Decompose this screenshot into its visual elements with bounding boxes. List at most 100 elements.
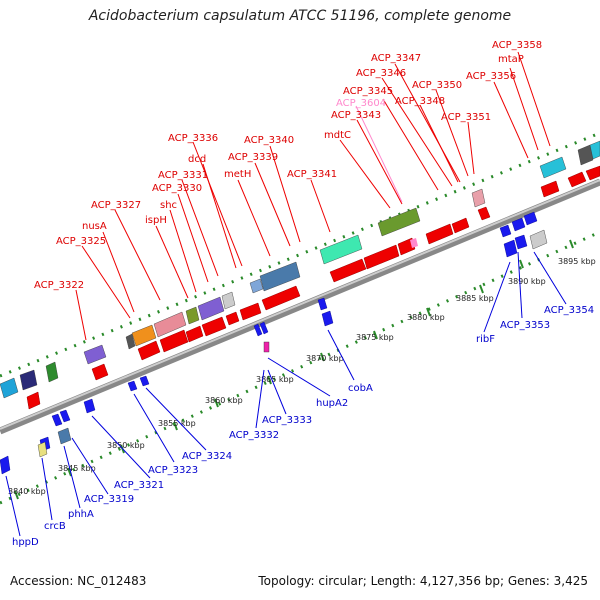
gene-label: ACP_3330	[152, 183, 202, 194]
gene-label: ACP_3322	[34, 280, 84, 291]
kbp-label: 3875 kbp	[356, 333, 394, 342]
forward-gene	[540, 180, 560, 198]
gene-label: ACP_3358	[492, 40, 542, 51]
gene-label: phhA	[68, 509, 94, 520]
gene-label: ACP_3327	[91, 200, 141, 211]
gene-label: ACP_3350	[412, 80, 462, 91]
gene-label: mdtC	[324, 130, 351, 141]
gene-label: ACP_3340	[244, 135, 294, 146]
gene-label: hppD	[12, 537, 39, 548]
kbp-label: 3890 kbp	[508, 277, 546, 286]
kbp-label: 3895 kbp	[558, 257, 596, 266]
gene-label: ribF	[476, 334, 495, 345]
genome-backbone	[0, 178, 600, 435]
reverse-gene	[511, 217, 526, 232]
reverse-gene	[83, 398, 96, 414]
forward-gene	[239, 302, 262, 321]
gene-label: ACP_3336	[168, 133, 218, 144]
forward-gene	[201, 316, 227, 337]
gene-label: ACP_3346	[356, 68, 406, 79]
kbp-label: 3885 kbp	[456, 294, 494, 303]
reverse-gene	[317, 297, 328, 311]
gene-label: ACP_3348	[395, 96, 445, 107]
gene-label: ACP_3323	[148, 465, 198, 476]
gene-label: ACP_3339	[228, 152, 278, 163]
gene-label: hupA2	[316, 398, 348, 409]
forward-gene	[159, 329, 189, 353]
forward-gene-labels: ACP_3322 ACP_3325 nusA ACP_3327 ispH shc…	[34, 40, 542, 291]
kbp-label: 3850 kbp	[107, 441, 145, 450]
forward-gene	[261, 285, 301, 311]
gene-label: ACP_3604	[336, 98, 386, 109]
forward-gene	[185, 325, 204, 343]
forward-gene	[425, 223, 454, 245]
gene-label: metH	[224, 169, 251, 180]
gene-label: mtaP	[498, 54, 524, 65]
reverse-gene	[499, 224, 512, 238]
genome-title: Acidobacterium capsulatum ATCC 51196, co…	[88, 8, 512, 24]
gene-label: ACP_3324	[182, 451, 232, 462]
gene-label: ACP_3341	[287, 169, 337, 180]
lower-tick-track	[0, 230, 600, 505]
reverse-leaders	[5, 251, 567, 537]
gene-label: ispH	[145, 215, 167, 226]
reverse-gene	[503, 239, 518, 258]
reverse-gene	[514, 234, 528, 250]
gene-label: shc	[160, 200, 177, 211]
kbp-label: 3860 kbp	[205, 396, 243, 405]
forward-leaders	[75, 51, 551, 341]
gene-label: ACP_3347	[371, 53, 421, 64]
forward-gene	[585, 165, 600, 181]
kbp-label: 3845 kbp	[58, 464, 96, 473]
reverse-gene	[259, 321, 269, 335]
reverse-gene-labels: hppD crcB phhA ACP_3319 ACP_3321 ACP_332…	[12, 305, 594, 548]
forward-genes	[26, 165, 600, 410]
forward-gene	[329, 258, 367, 283]
kbp-labels: 3840 kbp 3845 kbp 3850 kbp 3855 kbp 3860…	[8, 257, 596, 496]
reverse-blocks	[37, 229, 548, 458]
forward-gene	[137, 340, 161, 361]
gene-label: ACP_3333	[262, 415, 312, 426]
reverse-genes	[0, 211, 538, 475]
reverse-gene	[253, 323, 263, 337]
gene-label: cobA	[348, 383, 373, 394]
forward-gene	[451, 217, 470, 234]
gene-label: nusA	[82, 221, 107, 232]
accession-text: Accession: NC_012483	[10, 574, 147, 588]
forward-gene	[567, 171, 587, 188]
reverse-gene	[139, 375, 150, 387]
reverse-gene	[523, 211, 538, 226]
kbp-label: 3880 kbp	[407, 313, 445, 322]
gene-label: ACP_3321	[114, 480, 164, 491]
pink-gene	[410, 238, 418, 248]
reverse-gene	[51, 413, 63, 427]
feature-blocks	[0, 140, 600, 399]
gene-label: ACP_3356	[466, 71, 516, 82]
kbp-label: 3870 kbp	[306, 354, 344, 363]
reverse-gene	[0, 455, 11, 475]
gene-label: ACP_3332	[229, 430, 279, 441]
gene-label: dcd	[188, 154, 206, 165]
gene-label: ACP_3343	[331, 110, 381, 121]
gene-label: ACP_3353	[500, 320, 550, 331]
forward-gene	[91, 363, 109, 381]
gene-label: ACP_3351	[441, 112, 491, 123]
topology-text: Topology: circular; Length: 4,127,356 bp…	[258, 574, 588, 588]
scale-ticks	[14, 239, 574, 500]
gene-label: crcB	[44, 521, 66, 532]
reverse-gene	[321, 310, 334, 327]
forward-gene	[363, 244, 400, 270]
kbp-label: 3865 kbp	[256, 375, 294, 384]
reverse-gene	[59, 409, 71, 423]
forward-gene	[225, 311, 240, 326]
kbp-label: 3840 kbp	[8, 487, 46, 496]
reverse-gene	[127, 380, 138, 392]
forward-gene	[26, 391, 41, 410]
kbp-label: 3855 kbp	[158, 419, 196, 428]
gene-label: ACP_3354	[544, 305, 594, 316]
gene-label: ACP_3331	[158, 170, 208, 181]
gene-label: ACP_3345	[343, 86, 393, 97]
gene-label: ACP_3319	[84, 494, 134, 505]
gene-label: ACP_3325	[56, 236, 106, 247]
